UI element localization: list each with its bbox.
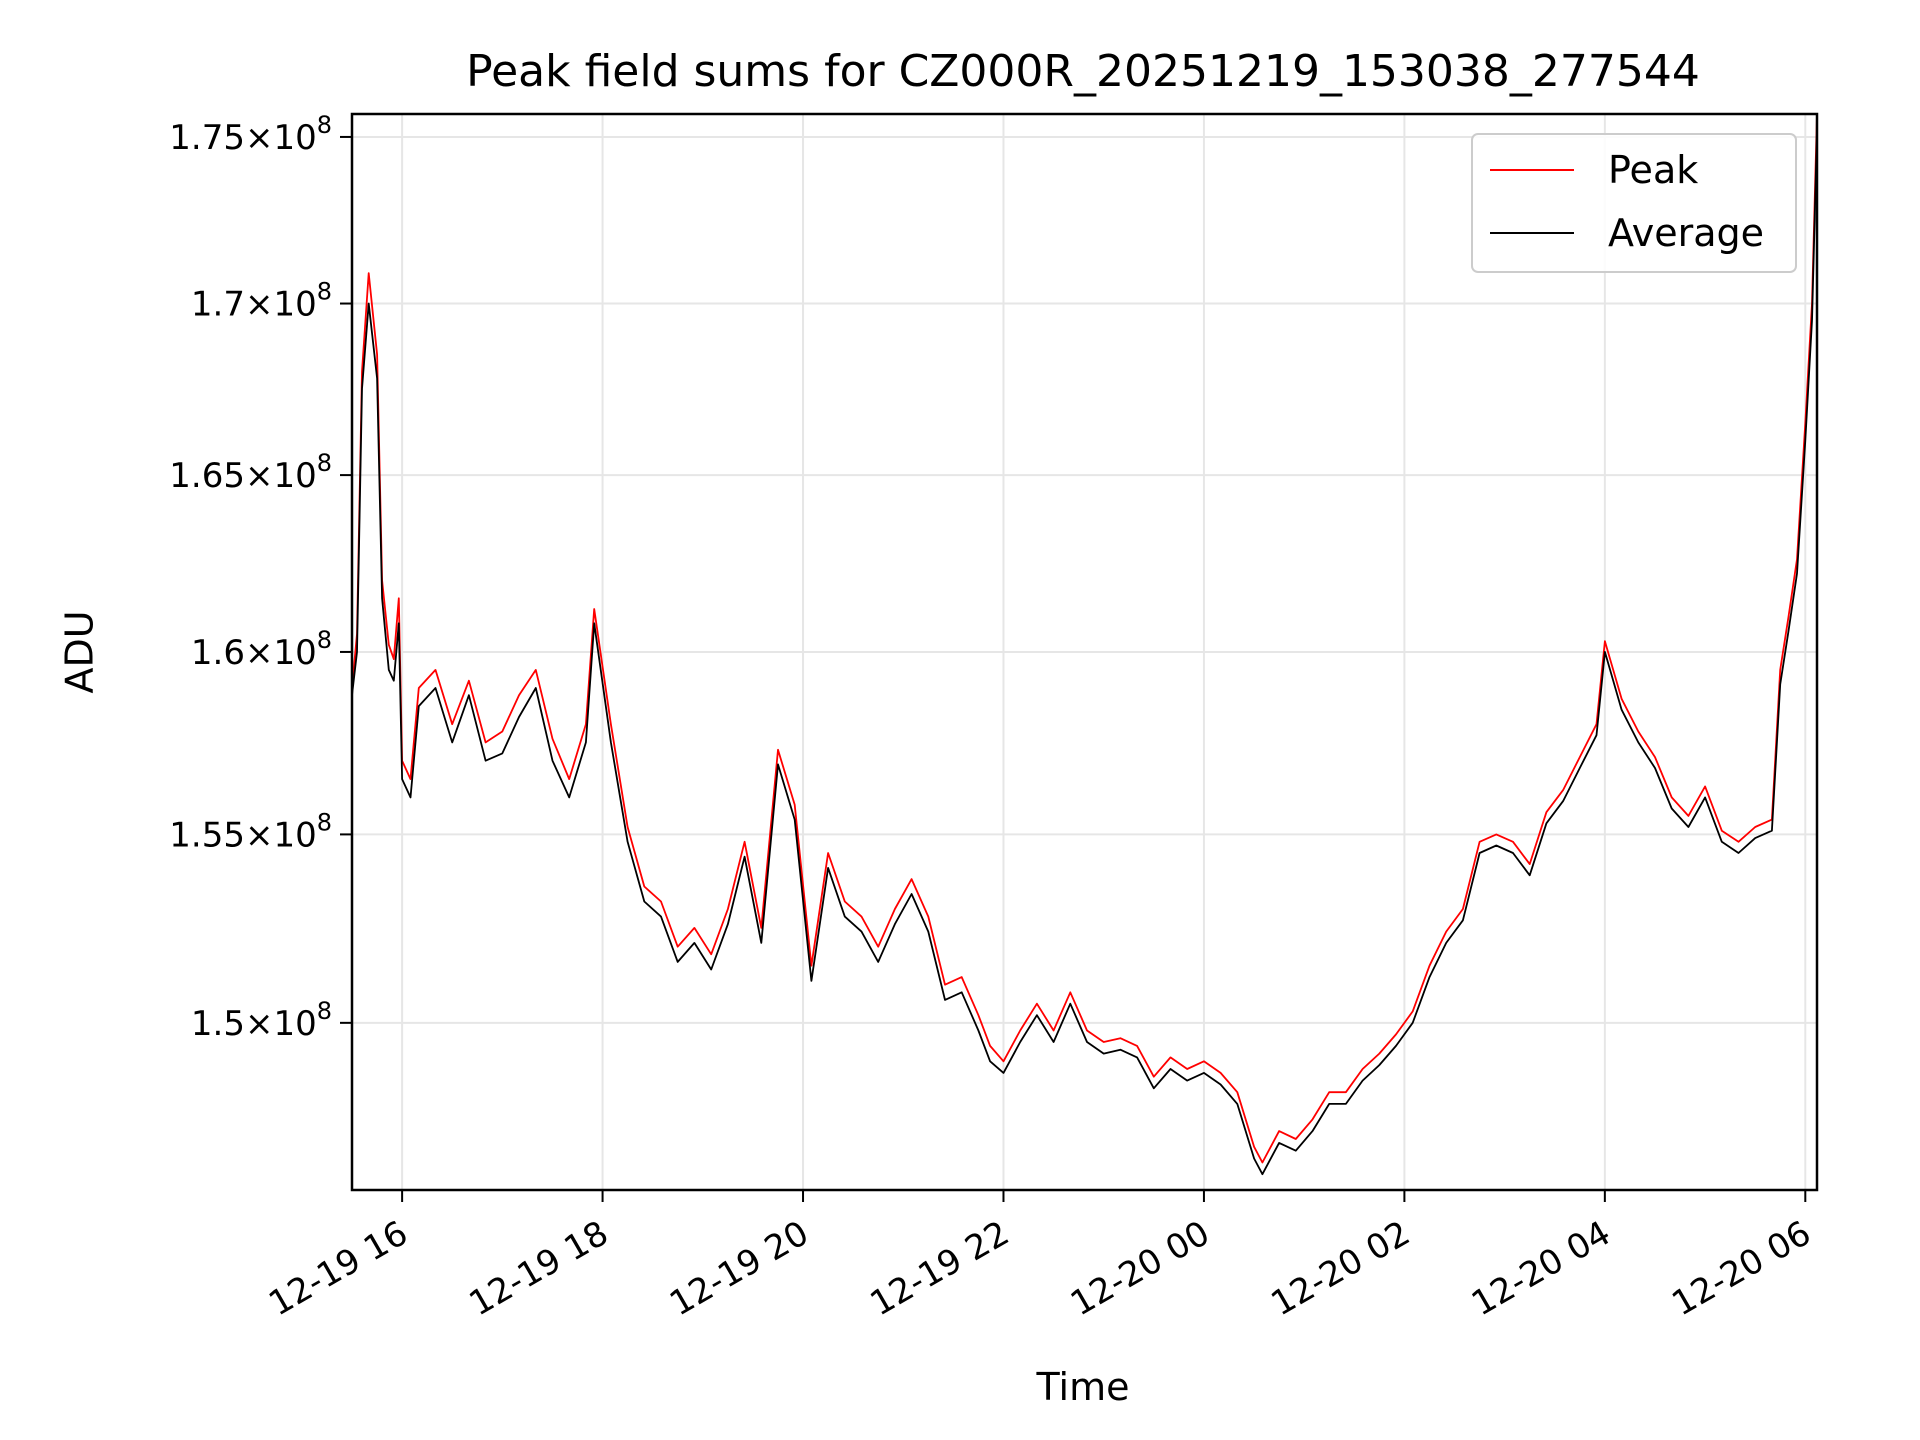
legend: Peak Average	[1471, 133, 1797, 273]
grid	[352, 114, 1817, 1190]
y-axis-label: ADU	[58, 610, 102, 693]
legend-label-average: Average	[1608, 211, 1764, 255]
y-tick-label: 1.7×108	[191, 278, 332, 325]
y-tick-label: 1.6×108	[191, 626, 332, 673]
y-ticks: 1.5×108 1.55×108 1.6×108 1.65×108 1.7×108 1.7…	[169, 111, 352, 1044]
series-line-peak	[352, 114, 1817, 1164]
y-tick-label: 1.5×108	[191, 997, 332, 1044]
y-tick-label: 1.75×108	[169, 111, 332, 158]
series-line-average	[352, 130, 1817, 1176]
legend-label-peak: Peak	[1608, 148, 1698, 192]
legend-box	[1471, 133, 1797, 273]
y-tick-label: 1.65×108	[169, 449, 332, 496]
chart-title: Peak field sums for CZ000R_20251219_1530…	[466, 46, 1700, 97]
x-axis-label: Time	[1036, 1365, 1130, 1409]
y-tick-label: 1.55×108	[169, 808, 332, 855]
series-layer	[352, 114, 1817, 1176]
